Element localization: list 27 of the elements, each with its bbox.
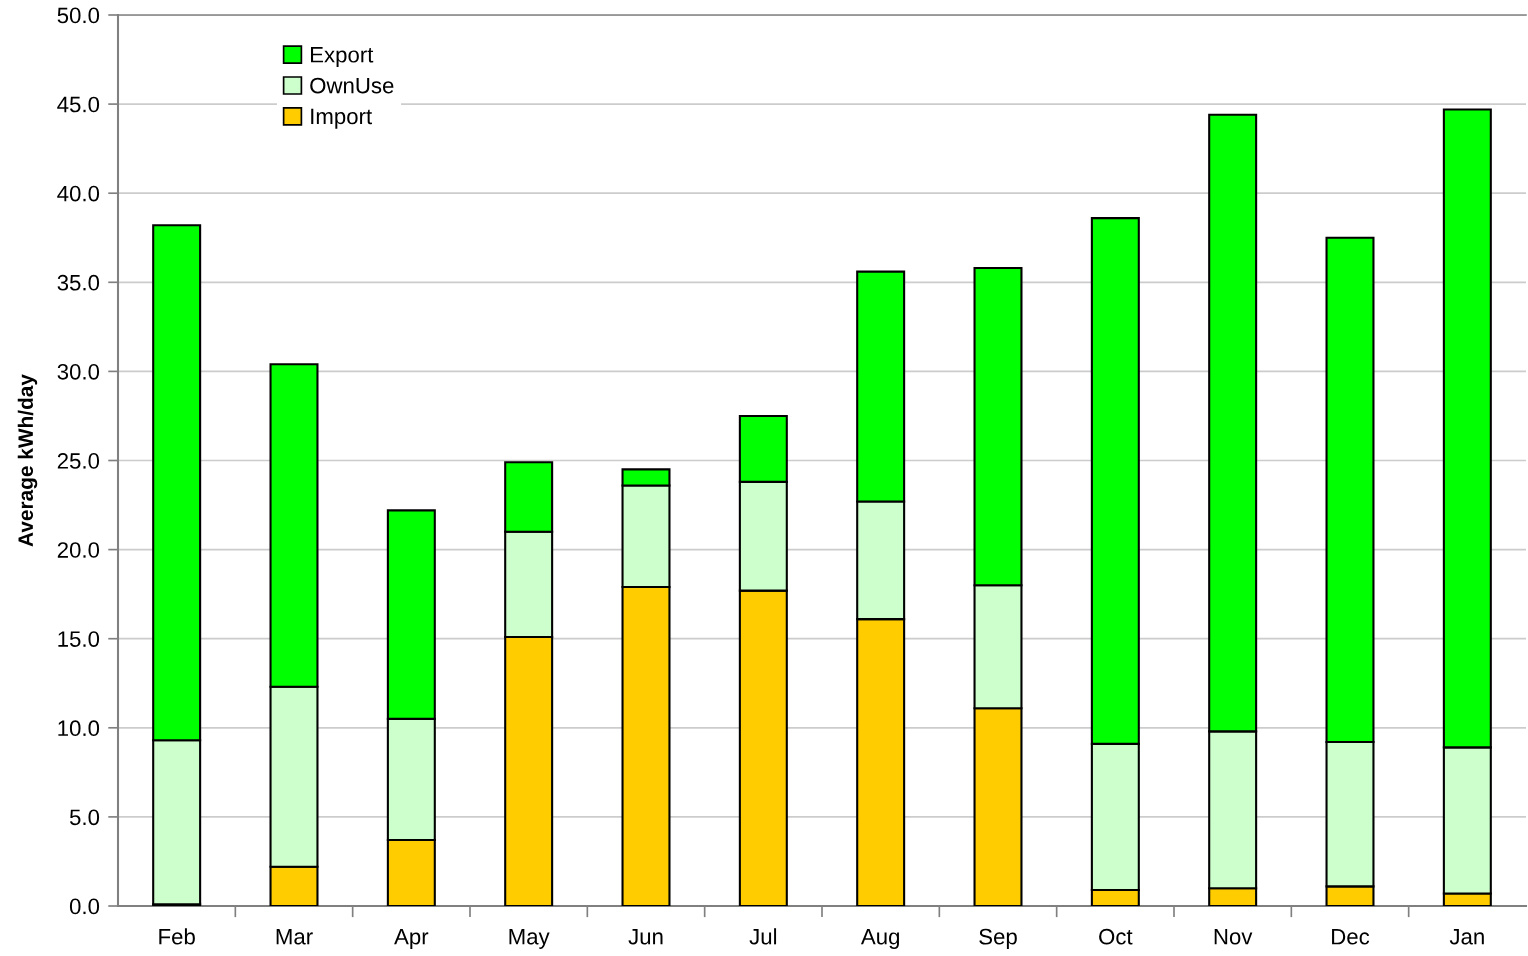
- x-tick-label: Apr: [394, 929, 429, 949]
- y-tick-label: 40.0: [57, 185, 100, 202]
- x-tick-label: Dec: [1332, 929, 1370, 945]
- legend-label: Import: [311, 108, 372, 129]
- x-tick-label: Feb: [159, 928, 195, 945]
- y-tick-label: 20.0: [57, 542, 100, 558]
- y-tick-label: 15.0: [58, 631, 100, 647]
- x-tick-label: Nov: [1214, 929, 1253, 945]
- x-tick-label: Jan: [1449, 929, 1484, 945]
- x-tick-label: May: [509, 929, 550, 949]
- y-tick-label: 45.0: [57, 96, 100, 113]
- y-tick-label: 25.0: [57, 453, 100, 469]
- y-tick-label: 50.0: [57, 7, 100, 24]
- x-tick-label: Jun: [628, 929, 663, 945]
- y-axis-title: Average kWh/day: [17, 374, 38, 547]
- y-tick-label: 0.0: [69, 898, 100, 915]
- legend-label: Export: [311, 47, 374, 67]
- x-tick-label: Sep: [979, 928, 1017, 949]
- x-tick-label: Mar: [276, 929, 313, 945]
- x-tick-label: Jul: [749, 928, 777, 945]
- y-tick-label: 35.0: [57, 274, 100, 291]
- x-tick-label: Aug: [860, 929, 900, 949]
- y-tick-label: 10.0: [58, 720, 100, 737]
- legend-label: OwnUse: [310, 77, 394, 94]
- y-tick-label: 30.0: [57, 363, 100, 380]
- x-tick-label: Oct: [1099, 928, 1133, 945]
- y-tick-label: 5.0: [69, 809, 100, 826]
